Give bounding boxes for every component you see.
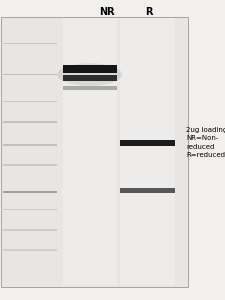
FancyBboxPatch shape <box>120 140 174 146</box>
Text: R: R <box>145 7 152 17</box>
FancyBboxPatch shape <box>3 144 57 146</box>
FancyBboxPatch shape <box>3 74 57 75</box>
FancyBboxPatch shape <box>3 249 57 251</box>
Ellipse shape <box>57 63 122 86</box>
FancyBboxPatch shape <box>3 229 57 231</box>
FancyBboxPatch shape <box>3 191 57 193</box>
FancyBboxPatch shape <box>120 188 174 193</box>
FancyBboxPatch shape <box>62 75 116 81</box>
FancyBboxPatch shape <box>3 121 57 123</box>
FancyBboxPatch shape <box>62 18 116 285</box>
Text: 2ug loading
NR=Non-
reduced
R=reduced: 2ug loading NR=Non- reduced R=reduced <box>186 127 225 158</box>
FancyBboxPatch shape <box>3 209 57 211</box>
FancyBboxPatch shape <box>1 16 187 286</box>
FancyBboxPatch shape <box>62 65 116 73</box>
FancyBboxPatch shape <box>3 164 57 166</box>
FancyBboxPatch shape <box>62 86 116 90</box>
FancyBboxPatch shape <box>3 100 57 102</box>
FancyBboxPatch shape <box>3 43 57 44</box>
FancyBboxPatch shape <box>120 18 174 285</box>
Text: NR: NR <box>99 7 115 17</box>
